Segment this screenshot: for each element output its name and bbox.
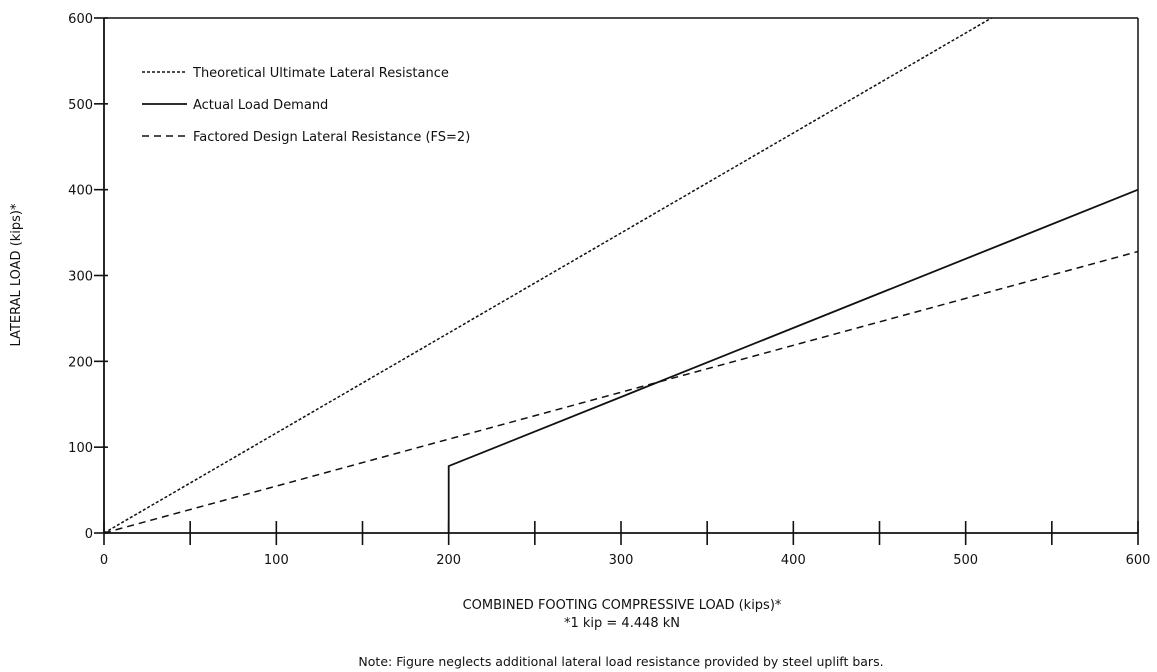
x-tick-label: 600 bbox=[1126, 553, 1151, 568]
y-tick-label: 400 bbox=[68, 184, 93, 199]
y-tick-label: 600 bbox=[68, 12, 93, 27]
x-axis-title: COMBINED FOOTING COMPRESSIVE LOAD (kips)… bbox=[463, 598, 782, 613]
legend-label-1: Theoretical Ultimate Lateral Resistance bbox=[192, 66, 449, 81]
legend-label-3: Factored Design Lateral Resistance (FS=2… bbox=[193, 130, 470, 145]
y-tick-label: 0 bbox=[85, 527, 93, 542]
plot-frame bbox=[103, 17, 1139, 534]
chart-labels: COMBINED FOOTING COMPRESSIVE LOAD (kips)… bbox=[9, 203, 884, 669]
x-tick-label: 400 bbox=[781, 553, 806, 568]
y-tick-label: 200 bbox=[68, 355, 93, 370]
series-line-2 bbox=[447, 188, 1139, 533]
y-axis-title: LATERAL LOAD (kips)* bbox=[9, 203, 24, 346]
x-axis-footnote: *1 kip = 4.448 kN bbox=[564, 616, 680, 631]
y-tick-label: 100 bbox=[68, 441, 93, 456]
x-tick-label: 200 bbox=[436, 553, 461, 568]
series-line-3 bbox=[103, 250, 1139, 534]
x-tick-label: 300 bbox=[609, 553, 634, 568]
series-lines bbox=[103, 17, 1139, 534]
x-tick-label: 500 bbox=[953, 553, 978, 568]
axis-ticks: 0 100 200 300 400 500 600 0 100 200 300 400 500 600 bbox=[68, 12, 1150, 568]
legend-label-2: Actual Load Demand bbox=[193, 98, 328, 113]
y-tick-label: 300 bbox=[68, 270, 93, 285]
series-line-1 bbox=[103, 17, 992, 534]
x-tick-label: 0 bbox=[100, 553, 108, 568]
chart-note: Note: Figure neglects additional lateral… bbox=[358, 654, 883, 669]
y-tick-label: 500 bbox=[68, 98, 93, 113]
x-tick-label: 100 bbox=[264, 553, 289, 568]
legend: Theoretical Ultimate Lateral Resistance A… bbox=[142, 66, 470, 145]
